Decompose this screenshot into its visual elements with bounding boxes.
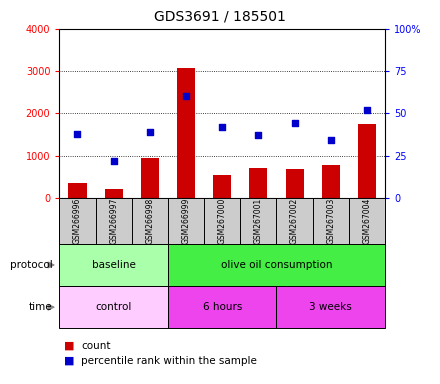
Text: GSM267003: GSM267003	[326, 198, 335, 244]
Text: GDS3691 / 185501: GDS3691 / 185501	[154, 10, 286, 23]
Text: GSM267000: GSM267000	[218, 198, 227, 244]
Text: ■: ■	[64, 341, 78, 351]
Text: 6 hours: 6 hours	[202, 302, 242, 312]
Bar	[168, 244, 385, 286]
Point	[363, 107, 370, 113]
Text: GSM267004: GSM267004	[363, 198, 371, 244]
Bar	[249, 168, 268, 198]
Text: GSM266997: GSM266997	[109, 198, 118, 244]
Bar	[69, 183, 87, 198]
Point	[147, 129, 154, 135]
Point	[255, 132, 262, 138]
Point	[219, 124, 226, 130]
Point	[110, 157, 117, 164]
Point	[74, 131, 81, 137]
Bar	[358, 124, 376, 198]
Point	[183, 93, 190, 99]
Bar	[213, 174, 231, 198]
Text: GSM267002: GSM267002	[290, 198, 299, 244]
Text: percentile rank within the sample: percentile rank within the sample	[81, 356, 257, 366]
Bar	[105, 189, 123, 198]
Bar	[141, 157, 159, 198]
Text: 3 weeks: 3 weeks	[309, 302, 352, 312]
Bar	[276, 286, 385, 328]
Text: baseline: baseline	[92, 260, 136, 270]
Text: control: control	[95, 302, 132, 312]
Text: count: count	[81, 341, 111, 351]
Bar	[177, 68, 195, 198]
Text: GSM266998: GSM266998	[145, 198, 154, 244]
Text: ■: ■	[64, 356, 78, 366]
Text: GSM266996: GSM266996	[73, 198, 82, 244]
Text: time: time	[29, 302, 53, 312]
Text: protocol: protocol	[10, 260, 53, 270]
Point	[327, 137, 334, 143]
Bar	[59, 244, 168, 286]
Text: olive oil consumption: olive oil consumption	[221, 260, 332, 270]
Text: GSM267001: GSM267001	[254, 198, 263, 244]
Bar	[322, 165, 340, 198]
Text: GSM266999: GSM266999	[182, 198, 191, 244]
Point	[291, 120, 298, 126]
Bar	[59, 286, 168, 328]
Bar	[168, 286, 276, 328]
Bar	[286, 169, 304, 198]
